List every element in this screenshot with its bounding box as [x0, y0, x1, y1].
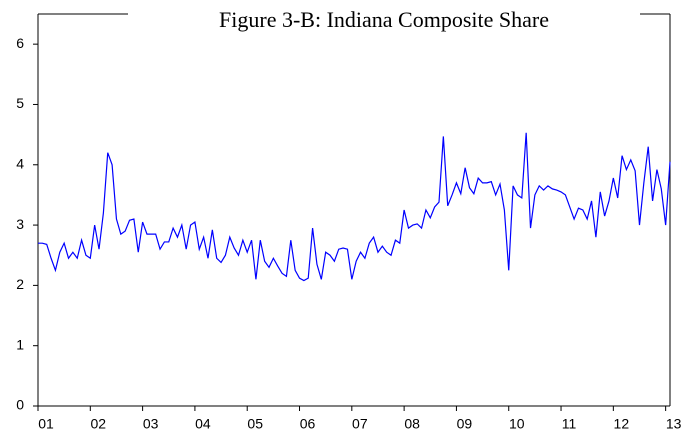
x-tick-label: 07 [352, 416, 368, 432]
x-tick-label: 13 [666, 416, 682, 432]
x-tick-label: 01 [38, 416, 54, 432]
y-tick-label: 4 [16, 155, 24, 171]
y-tick-label: 1 [16, 336, 24, 352]
x-tick-label: 06 [300, 416, 316, 432]
x-tick-label: 11 [562, 416, 577, 432]
y-tick-label: 6 [16, 35, 24, 51]
x-tick-label: 04 [195, 416, 211, 432]
x-tick-label: 02 [91, 416, 107, 432]
y-tick-label: 0 [16, 397, 24, 413]
y-tick-label: 2 [16, 276, 24, 292]
data-line [38, 132, 671, 282]
x-tick-label: 12 [614, 416, 630, 432]
y-tick-label: 5 [16, 95, 24, 111]
x-tick-label: 08 [404, 416, 420, 432]
y-tick-label: 3 [16, 216, 24, 232]
x-tick-label: 05 [247, 416, 263, 432]
x-tick-label: 03 [143, 416, 159, 432]
x-tick-label: 10 [509, 416, 525, 432]
chart-title: Figure 3-B: Indiana Composite Share [219, 7, 549, 32]
x-tick-label: 09 [457, 416, 473, 432]
